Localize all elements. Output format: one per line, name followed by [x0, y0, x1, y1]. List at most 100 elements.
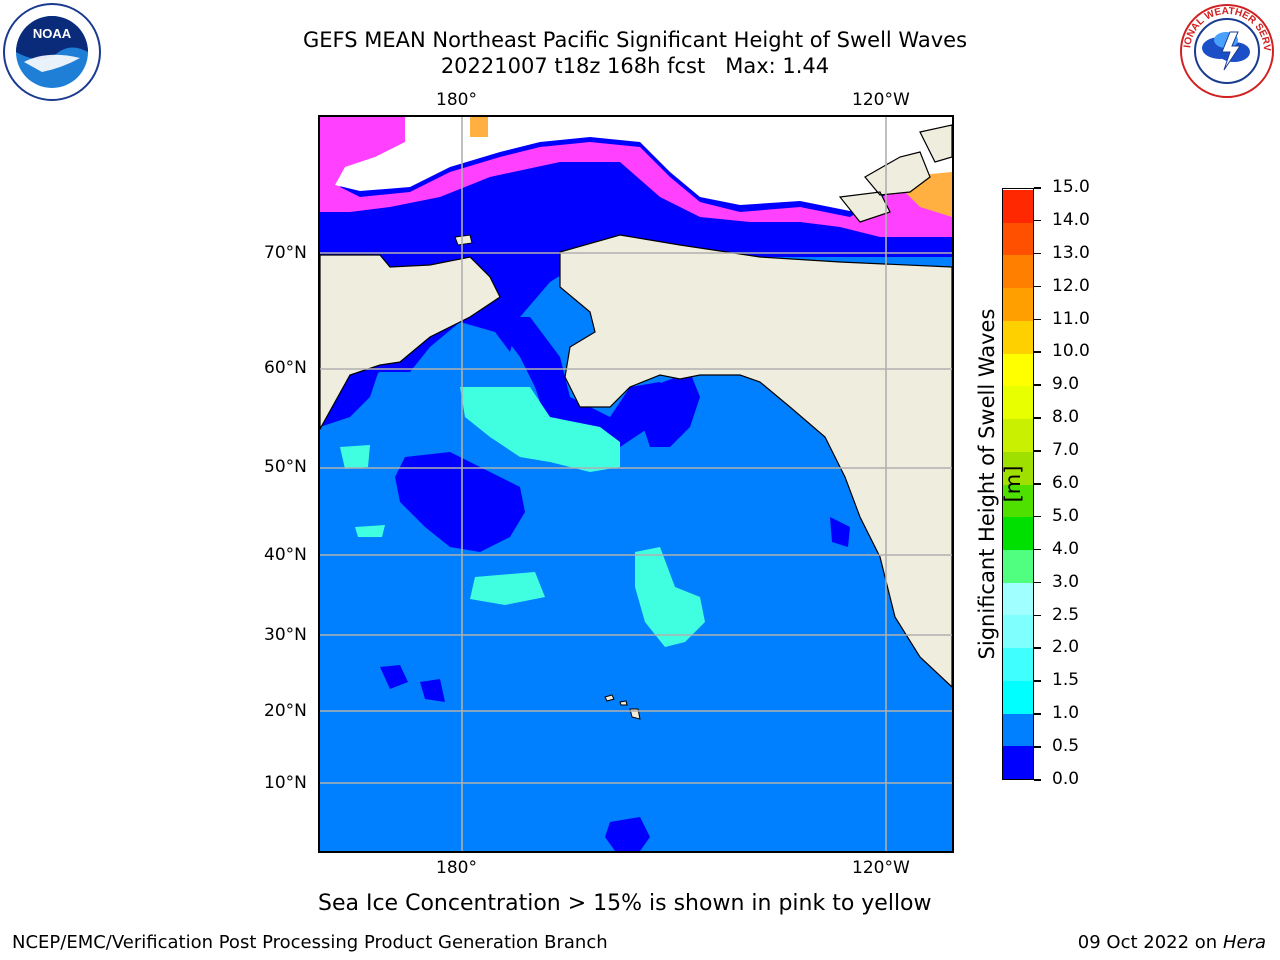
colorbar-segment: [1003, 287, 1033, 321]
colorbar-tick: [1034, 713, 1041, 715]
sea-ice-caption: Sea Ice Concentration > 15% is shown in …: [318, 891, 932, 916]
footer-left: NCEP/EMC/Verification Post Processing Pr…: [12, 932, 608, 953]
swell-cyan-bering: [460, 387, 620, 472]
colorbar-tick: [1034, 450, 1041, 452]
lon-label-top-120w: 120°W: [852, 90, 910, 110]
colorbar-tick: [1034, 187, 1041, 189]
colorbar-tick: [1034, 219, 1041, 222]
swell-cyan-mid-2: [635, 547, 705, 647]
colorbar-tick: [1034, 483, 1041, 485]
colorbar-tick: [1034, 351, 1041, 353]
colorbar-tick-label: 6.0: [1052, 473, 1080, 493]
noaa-logo-text: NOAA: [33, 26, 72, 41]
colorbar-segment: [1003, 451, 1033, 485]
colorbar-tick-label: 13.0: [1052, 242, 1090, 263]
land-wrangel: [454, 234, 473, 246]
colorbar-tick-label: 14.0: [1052, 209, 1090, 230]
gulf-alaska-low: [640, 372, 700, 447]
lat-label-10n: 10°N: [264, 773, 307, 793]
colorbar-tick-label: 0.0: [1052, 769, 1080, 789]
lat-label-20n: 20°N: [264, 701, 307, 721]
colorbar-segment: [1003, 484, 1033, 518]
colorbar-tick: [1034, 515, 1041, 518]
land-arctic-islands: [838, 124, 952, 223]
lat-label-60n: 60°N: [264, 358, 307, 378]
colorbar-segment: [1003, 516, 1033, 550]
land-north-america: [559, 234, 952, 688]
bering-sea-low: [490, 317, 680, 457]
colorbar-tick: [1034, 318, 1041, 321]
lat-label-30n: 30°N: [264, 625, 307, 645]
colorbar-tick: [1034, 252, 1041, 255]
colorbar-tick-label: 1.0: [1052, 703, 1080, 724]
land-siberia: [320, 254, 501, 431]
footer-date: 09 Oct 2022 on: [1077, 932, 1223, 953]
colorbar-segment: [1003, 254, 1033, 289]
colorbar-segment: [1003, 647, 1033, 681]
title-line-2: 20221007 t18z 168h fcst Max: 1.44: [440, 54, 830, 78]
colorbar-tick-label: 2.5: [1052, 604, 1080, 625]
colorbar-tick-label: 3.0: [1052, 571, 1080, 592]
colorbar-tick-label: 7.0: [1052, 440, 1080, 461]
hawaii-low-patch-2: [420, 679, 445, 702]
equatorial-low-patch: [605, 817, 650, 851]
swell-cyan-small: [355, 525, 385, 537]
colorbar-tick-label: 0.5: [1052, 736, 1080, 757]
colorbar-segment: [1003, 222, 1033, 256]
colorbar-tick: [1034, 417, 1041, 419]
sea-ice-pink: [320, 117, 952, 237]
colorbar-tick: [1034, 614, 1041, 617]
colorbar-segment: [1003, 353, 1033, 387]
colorbar-tick: [1034, 680, 1041, 682]
map-panel: [318, 115, 954, 853]
colorbar-segment: [1003, 582, 1033, 616]
pacific-low-blob: [395, 452, 525, 552]
swell-cyan-west: [340, 445, 370, 469]
colorbar-tick-label: 8.0: [1052, 407, 1080, 428]
lat-label-40n: 40°N: [264, 545, 307, 565]
land-hawaii: [604, 694, 641, 720]
colorbar-tick: [1034, 548, 1041, 551]
colorbar-segment: [1003, 614, 1033, 649]
lon-label-bottom-180: 180°: [436, 858, 477, 878]
colorbar-tick-label: 1.5: [1052, 670, 1080, 691]
map-svg: [320, 117, 952, 851]
colorbar-tick-label: 4.0: [1052, 538, 1080, 559]
lat-label-70n: 70°N: [264, 243, 307, 263]
colorbar-segment: [1003, 189, 1033, 223]
colorbar-tick: [1034, 285, 1041, 288]
colorbar-segment: [1003, 549, 1033, 583]
colorbar-tick: [1034, 384, 1041, 386]
swell-cyan-mid-1: [470, 572, 545, 605]
colorbar-tick-label: 12.0: [1052, 275, 1090, 296]
colorbar-tick: [1034, 779, 1041, 781]
colorbar-segment: [1003, 385, 1033, 420]
colorbar-tick: [1034, 581, 1041, 584]
sea-ice-white: [320, 117, 952, 211]
noaa-logo: NOAA: [2, 2, 102, 102]
colorbar-tick: [1034, 746, 1041, 748]
colorbar-segment: [1003, 320, 1033, 354]
footer-right: 09 Oct 2022 on Hera: [1078, 932, 1266, 953]
lat-label-50n: 50°N: [264, 457, 307, 477]
colorbar-title: Significant Height of Swell Waves [m]: [975, 308, 1025, 660]
colorbar-tick: [1034, 647, 1041, 649]
colorbar: [1002, 188, 1034, 780]
footer-host: Hera: [1222, 932, 1266, 953]
lon-label-bottom-120w: 120°W: [852, 858, 910, 878]
colorbar-segment: [1003, 680, 1033, 714]
coastal-low-patch: [830, 517, 850, 547]
colorbar-tick-label: 9.0: [1052, 374, 1080, 395]
colorbar-segment: [1003, 713, 1033, 747]
colorbar-tick-label: 2.0: [1052, 637, 1080, 658]
hawaii-low-patch-1: [380, 665, 408, 689]
colorbar-tick-label: 15.0: [1052, 177, 1090, 197]
colorbar-segment: [1003, 418, 1033, 452]
colorbar-segment: [1003, 745, 1033, 779]
lon-label-top-180: 180°: [436, 90, 477, 110]
chart-title: GEFS MEAN Northeast Pacific Significant …: [0, 27, 1270, 79]
colorbar-tick-label: 11.0: [1052, 308, 1090, 329]
nws-logo: NATIONAL WEATHER SERVICE: [1174, 0, 1276, 100]
colorbar-tick-label: 5.0: [1052, 505, 1080, 526]
colorbar-tick-label: 10.0: [1052, 341, 1090, 362]
